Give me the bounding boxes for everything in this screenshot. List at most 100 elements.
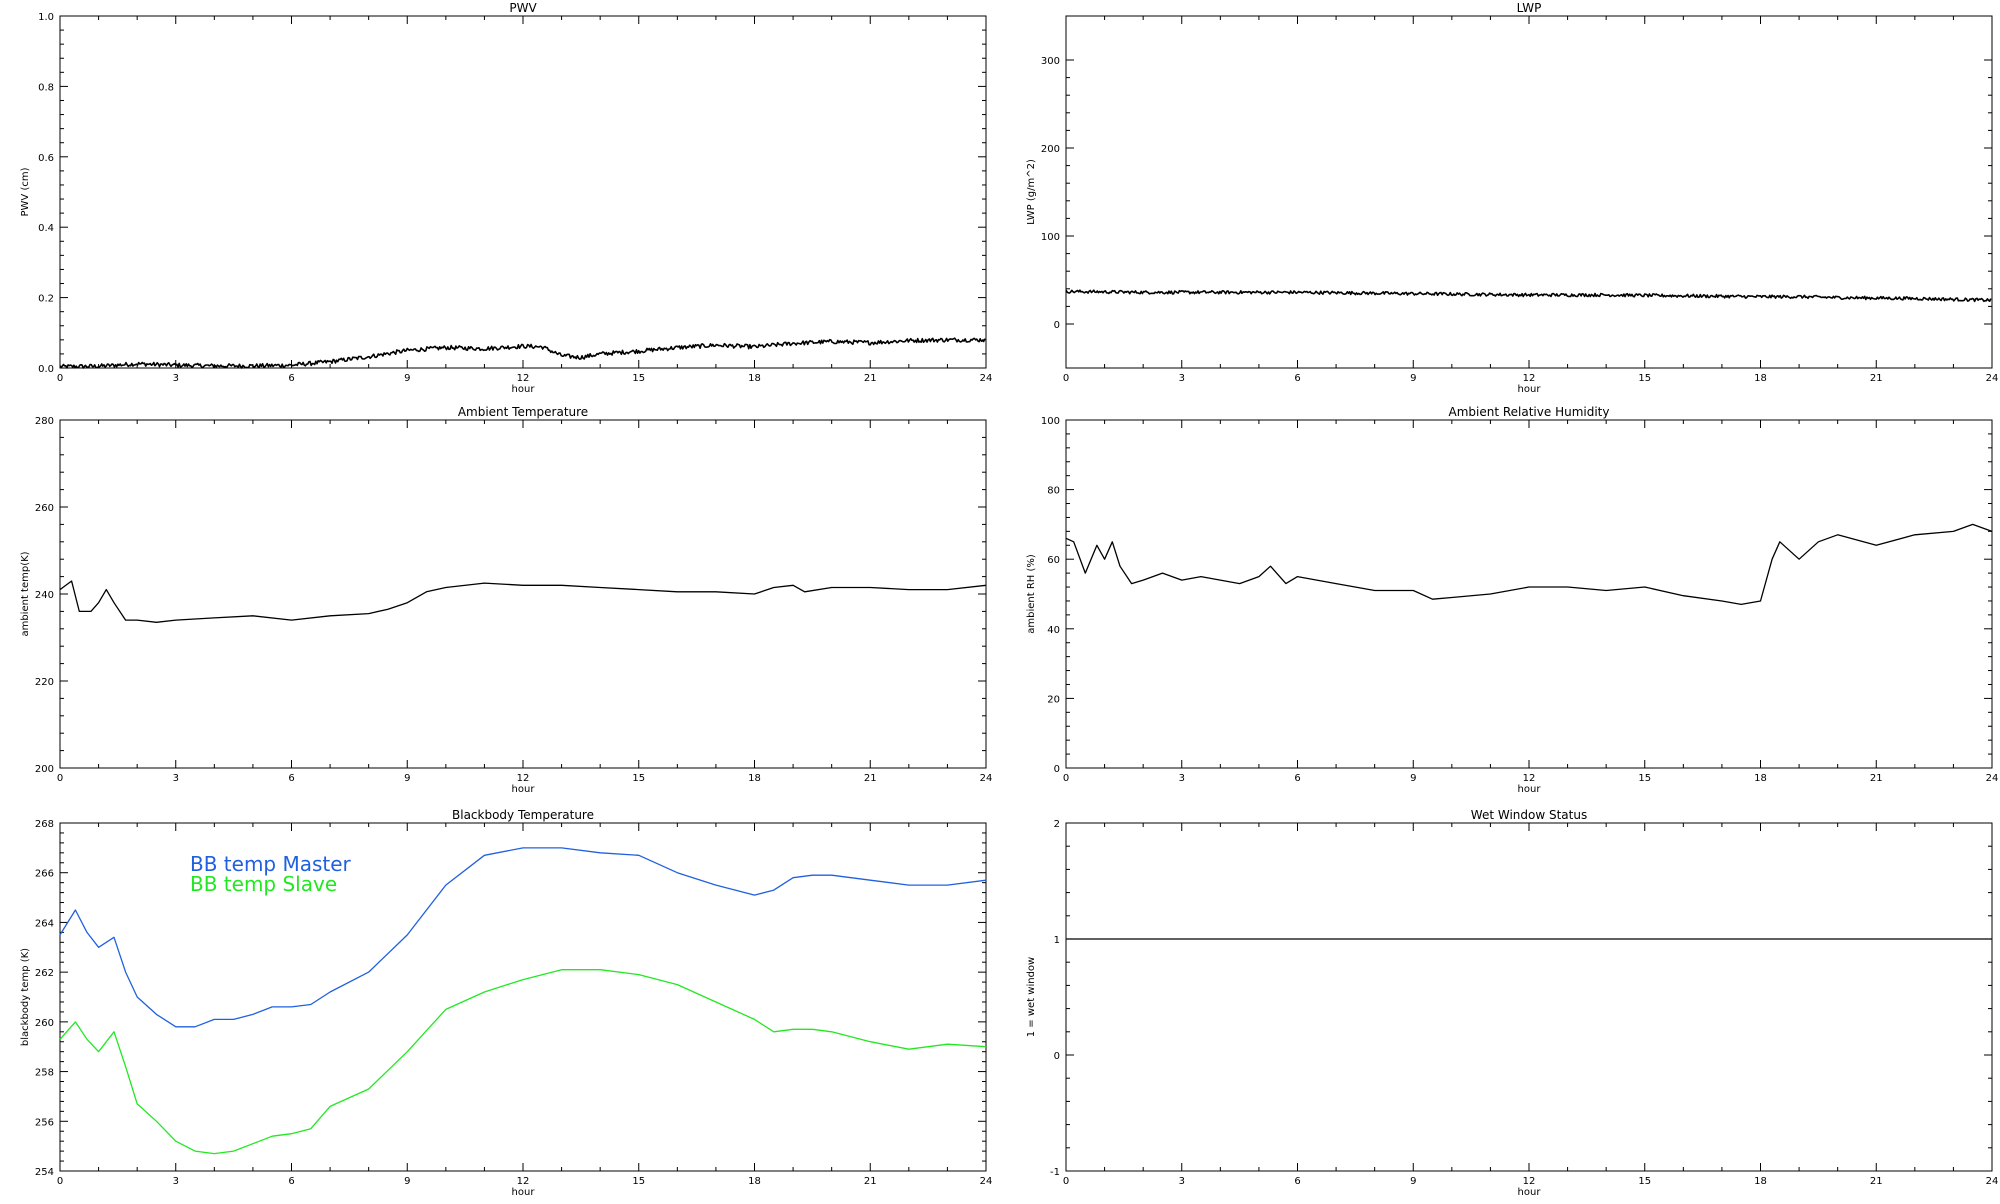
y-tick-label: 100 bbox=[1041, 416, 1060, 427]
x-tick-label: 21 bbox=[864, 373, 877, 384]
x-tick-label: 21 bbox=[1870, 773, 1883, 784]
x-tick-label: 24 bbox=[1986, 373, 1999, 384]
x-tick-label: 18 bbox=[1754, 773, 1767, 784]
x-tick-label: 18 bbox=[748, 373, 761, 384]
y-tick-label: 80 bbox=[1047, 486, 1060, 497]
x-tick-label: 12 bbox=[1523, 773, 1536, 784]
series-line bbox=[1065, 289, 1992, 303]
x-tick-label: 3 bbox=[173, 773, 179, 784]
panel-ambient-temperature: 0 3 6 9 12 15 18 21 24 200 220 240 260 280 Ambient Tem… bbox=[20, 405, 992, 795]
x-tick-label: 21 bbox=[1870, 1176, 1883, 1187]
x-tick-label: 3 bbox=[173, 373, 179, 384]
y-tick-label: 262 bbox=[35, 968, 54, 979]
x-tick-label: 9 bbox=[1410, 773, 1416, 784]
x-tick-label: 0 bbox=[57, 773, 63, 784]
x-tick-label: 24 bbox=[980, 373, 993, 384]
y-tick-label: 268 bbox=[35, 819, 54, 830]
y-tick-label: 1.0 bbox=[38, 12, 54, 23]
x-tick-label: 21 bbox=[1870, 373, 1883, 384]
y-tick-label: 258 bbox=[35, 1068, 54, 1079]
x-tick-label: 3 bbox=[1179, 1176, 1185, 1187]
x-tick-label: 18 bbox=[748, 773, 761, 784]
x-tick-label: 3 bbox=[1179, 373, 1185, 384]
y-tick-label: 254 bbox=[35, 1167, 54, 1178]
x-axis-label: hour bbox=[512, 384, 536, 395]
x-axis-label: hour bbox=[1518, 1187, 1542, 1198]
x-axis-label: hour bbox=[1518, 784, 1542, 795]
x-tick-label: 15 bbox=[632, 373, 645, 384]
x-tick-label: 6 bbox=[288, 773, 294, 784]
series-line bbox=[59, 580, 987, 623]
chart-title: Blackbody Temperature bbox=[452, 808, 594, 822]
x-tick-label: 9 bbox=[1410, 373, 1416, 384]
x-tick-label: 0 bbox=[57, 373, 63, 384]
x-tick-label: 15 bbox=[1638, 1176, 1651, 1187]
x-tick-label: 9 bbox=[404, 1176, 410, 1187]
y-tick-label: 300 bbox=[1041, 56, 1060, 67]
legend-entry: BB temp Slave bbox=[190, 872, 337, 896]
y-tick-label: 260 bbox=[35, 1018, 54, 1029]
x-tick-label: 6 bbox=[1294, 373, 1300, 384]
series-line-bb-temp-slave bbox=[59, 969, 987, 1155]
x-tick-label: 21 bbox=[864, 1176, 877, 1187]
chart-title: Ambient Temperature bbox=[458, 405, 588, 419]
x-tick-label: 24 bbox=[1986, 773, 1999, 784]
y-tick-label: 1 bbox=[1054, 935, 1060, 946]
y-tick-label: 60 bbox=[1047, 555, 1060, 566]
y-tick-label: 200 bbox=[1041, 144, 1060, 155]
x-tick-label: 9 bbox=[1410, 1176, 1416, 1187]
x-tick-label: 9 bbox=[404, 373, 410, 384]
y-tick-label: 2 bbox=[1054, 819, 1060, 830]
chart-title: Wet Window Status bbox=[1471, 808, 1587, 822]
x-tick-label: 18 bbox=[748, 1176, 761, 1187]
x-axis-label: hour bbox=[1518, 384, 1542, 395]
y-axis-label: ambient temp(K) bbox=[20, 551, 31, 636]
x-tick-label: 6 bbox=[288, 1176, 294, 1187]
x-tick-label: 15 bbox=[632, 773, 645, 784]
y-tick-label: 240 bbox=[35, 590, 54, 601]
y-tick-label: -1 bbox=[1050, 1167, 1060, 1178]
x-tick-label: 15 bbox=[1638, 373, 1651, 384]
y-axis-label: PWV (cm) bbox=[20, 167, 31, 216]
x-tick-label: 24 bbox=[980, 1176, 993, 1187]
chart-title: PWV bbox=[509, 1, 537, 15]
y-tick-label: 0 bbox=[1054, 320, 1060, 331]
x-tick-label: 0 bbox=[1063, 373, 1069, 384]
y-tick-label: 256 bbox=[35, 1117, 54, 1128]
x-tick-label: 21 bbox=[864, 773, 877, 784]
panel-lwp: 0 3 6 9 12 15 18 21 24 0 100 200 300 LWP hour LWP (g/m^… bbox=[1026, 1, 1998, 395]
chart-title: LWP bbox=[1517, 1, 1542, 15]
y-tick-label: 0.0 bbox=[38, 364, 54, 375]
panel-ambient-relative-humidity: 0 3 6 9 12 15 18 21 24 0 20 40 60 80 100 Ambient Relati… bbox=[1026, 405, 1998, 795]
x-tick-label: 12 bbox=[1523, 373, 1536, 384]
x-axis-label: hour bbox=[512, 784, 536, 795]
legend-entry: BB temp Master bbox=[190, 852, 352, 876]
x-tick-label: 0 bbox=[57, 1176, 63, 1187]
y-tick-label: 0.2 bbox=[38, 294, 54, 305]
y-tick-label: 264 bbox=[35, 918, 54, 929]
y-tick-label: 280 bbox=[35, 416, 54, 427]
y-tick-label: 20 bbox=[1047, 694, 1060, 705]
x-tick-label: 24 bbox=[980, 773, 993, 784]
x-tick-label: 0 bbox=[1063, 773, 1069, 784]
y-axis-label: ambient RH (%) bbox=[1026, 554, 1037, 634]
y-axis-label: blackbody temp (K) bbox=[20, 948, 31, 1046]
y-tick-label: 100 bbox=[1041, 232, 1060, 243]
y-tick-label: 0.4 bbox=[38, 223, 54, 234]
y-tick-label: 220 bbox=[35, 677, 54, 688]
y-tick-label: 0 bbox=[1054, 764, 1060, 775]
series-line-bb-temp-master bbox=[59, 847, 987, 1028]
series-line bbox=[1065, 523, 1993, 606]
y-axis-label: LWP (g/m^2) bbox=[1026, 159, 1037, 225]
x-tick-label: 12 bbox=[517, 373, 530, 384]
x-tick-label: 9 bbox=[404, 773, 410, 784]
x-tick-label: 6 bbox=[1294, 773, 1300, 784]
chart-title: Ambient Relative Humidity bbox=[1449, 405, 1610, 419]
x-tick-label: 3 bbox=[1179, 773, 1185, 784]
panel-blackbody-temperature: 0 3 6 9 12 15 18 21 24 254 256 258 260 262 264 266 268 Bl… bbox=[20, 808, 992, 1198]
y-tick-label: 200 bbox=[35, 764, 54, 775]
x-tick-label: 0 bbox=[1063, 1176, 1069, 1187]
